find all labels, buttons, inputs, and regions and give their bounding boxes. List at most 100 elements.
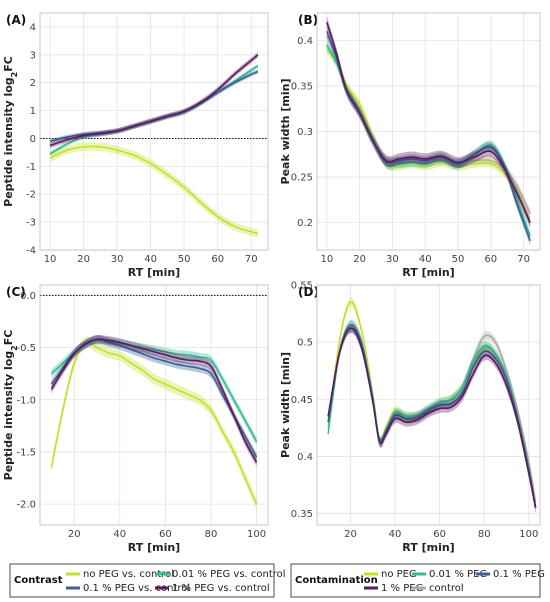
y-axis-label: Peak width [min] — [279, 352, 292, 458]
x-tick-label: 60 — [211, 254, 224, 265]
y-tick-label: -1.0 — [16, 395, 36, 406]
y-tick-label: -1 — [26, 162, 36, 173]
plot-area — [40, 13, 268, 250]
series-line-no_peg — [50, 340, 258, 505]
x-axis-label: RT [min] — [128, 541, 180, 554]
x-tick-label: 10 — [320, 254, 333, 265]
y-tick-label: -2 — [26, 190, 36, 201]
x-tick-label: 40 — [113, 529, 126, 540]
panel-label: (C) — [6, 285, 26, 299]
legend-label-no_peg: no PEG vs. control — [83, 569, 174, 580]
x-axis-label: RT [min] — [402, 541, 454, 554]
x-tick-label: 100 — [519, 529, 538, 540]
legend-label-peg_1: 1 % PEG vs. control — [172, 583, 270, 594]
panel-label: (A) — [6, 13, 26, 27]
y-tick-label: 0.4 — [297, 452, 313, 463]
y-tick-label: 2 — [30, 78, 36, 89]
series-line-peg_01 — [327, 327, 537, 507]
legend-label-control: control — [429, 583, 464, 594]
y-axis-label: Peak width [min] — [279, 79, 292, 185]
series-line-peg_01 — [50, 338, 258, 458]
legend-label-no_peg: no PEG — [381, 569, 417, 580]
x-tick-label: 60 — [484, 254, 497, 265]
plot-frame — [316, 284, 541, 526]
y-axis-label: Peptide intensity log2FC — [2, 330, 19, 481]
panel-d: (D) 20 40 60 80 100 0.35 0.4 0.45 0.5 0.55 RT [min]… — [279, 281, 541, 554]
panel-c: (C) 20 40 60 80 100 -2.0 -1.5 -1.0 -0.5 0.0 RT [min… — [2, 284, 269, 554]
x-tick-label: 20 — [353, 254, 366, 265]
series-line-control — [326, 35, 531, 214]
y-tick-label: 4 — [30, 22, 36, 33]
y-tick-label: 0.45 — [291, 395, 313, 406]
legend-contrast-box — [9, 563, 275, 598]
y-tick-label: -1.5 — [16, 447, 36, 458]
panel-a: (A) 10 20 30 40 50 60 70 -4 -3 -2 -1 0 1 2 3 4 RT [min] Pe… — [2, 12, 269, 279]
legend-contrast-title: Contrast — [14, 575, 63, 586]
x-tick-label: 40 — [144, 254, 157, 265]
x-tick-label: 30 — [386, 254, 399, 265]
series-band-no_peg — [51, 336, 257, 510]
series-band-peg_001 — [326, 40, 531, 241]
series-line-peg_1 — [326, 21, 531, 223]
y-tick-label: -0.5 — [16, 343, 36, 354]
legend-label-peg_001: 0.01 % PEG vs. control — [172, 569, 286, 580]
plot-frame — [39, 284, 269, 526]
x-tick-label: 20 — [344, 529, 357, 540]
series-line-peg_1 — [49, 54, 259, 147]
legend-contamination-title: Contamination — [295, 575, 378, 586]
x-tick-label: 70 — [517, 254, 530, 265]
y-tick-label: 0.35 — [291, 81, 313, 92]
panel-label: (B) — [298, 13, 318, 27]
y-tick-label: 0 — [30, 134, 36, 145]
y-tick-label: -4 — [26, 246, 36, 257]
legend-contamination-box — [290, 563, 541, 598]
series-band-control — [328, 320, 536, 507]
legend-label-peg_01: 0.1 % PEG vs. control — [83, 583, 190, 594]
x-tick-label: 80 — [205, 529, 218, 540]
series-line-no_peg — [49, 145, 259, 235]
y-axis-label: Peptide intensity log2FC — [2, 56, 19, 207]
x-tick-label: 100 — [247, 529, 266, 540]
legend-label-peg_001: 0.01 % PEG — [429, 569, 487, 580]
x-axis-label: RT [min] — [128, 266, 180, 279]
y-tick-label: 0.4 — [297, 36, 313, 47]
legend-label-peg_01: 0.1 % PEG — [493, 569, 545, 580]
y-tick-label: 0.35 — [291, 509, 313, 520]
series-line-peg_1 — [50, 338, 258, 463]
series-line-peg_1 — [327, 327, 537, 509]
y-tick-label: 0.3 — [297, 127, 313, 138]
x-tick-label: 50 — [452, 254, 465, 265]
y-tick-label: 0.55 — [291, 281, 313, 292]
legend-contamination-items: no PEG 0.01 % PEG 0.1 % PEG 1 % PEG control — [364, 569, 545, 594]
legend-label-peg_1: 1 % PEG — [381, 583, 423, 594]
x-tick-label: 30 — [111, 254, 124, 265]
y-tick-label: 0.25 — [291, 173, 313, 184]
y-tick-label: -3 — [26, 218, 36, 229]
panel-b: (B) 10 20 30 40 50 60 70 0.2 0.25 0.3 0.35 0.4 RT [mi… — [279, 12, 541, 279]
x-tick-label: 70 — [245, 254, 258, 265]
series-band-peg_01 — [51, 335, 257, 462]
y-tick-label: 1 — [30, 106, 36, 117]
x-tick-label: 20 — [68, 529, 81, 540]
x-axis-label: RT [min] — [402, 266, 454, 279]
x-tick-label: 40 — [389, 529, 402, 540]
x-tick-label: 60 — [159, 529, 172, 540]
x-tick-label: 50 — [178, 254, 191, 265]
y-tick-label: 0.2 — [297, 218, 313, 229]
y-tick-label: 0.0 — [20, 291, 36, 302]
y-tick-label: 3 — [30, 50, 36, 61]
plot-frame — [316, 12, 541, 251]
series-line-no_peg — [326, 48, 531, 223]
x-tick-label: 60 — [433, 529, 446, 540]
y-tick-label: 0.5 — [297, 338, 313, 349]
x-tick-label: 80 — [478, 529, 491, 540]
x-tick-label: 10 — [44, 254, 57, 265]
gridlines — [317, 13, 540, 250]
x-tick-label: 40 — [419, 254, 432, 265]
panel-label: (D) — [298, 285, 319, 299]
x-tick-label: 20 — [77, 254, 90, 265]
y-tick-label: -2.0 — [16, 500, 36, 511]
